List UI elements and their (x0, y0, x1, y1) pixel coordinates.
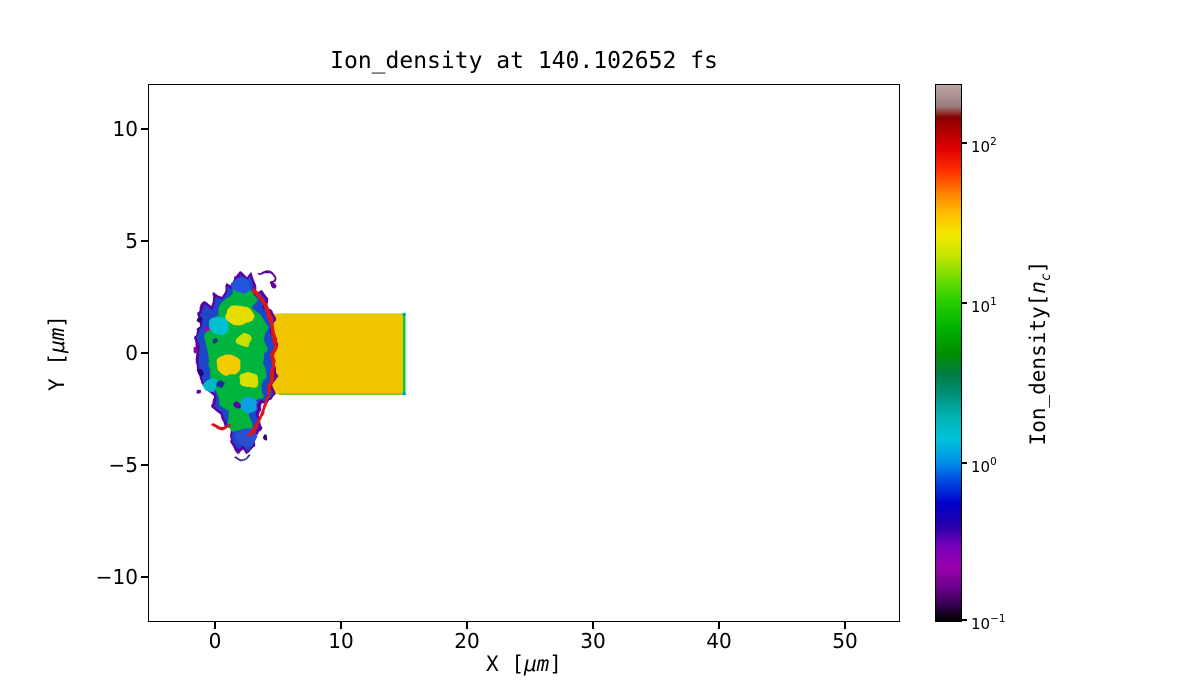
y-tick-mark (141, 240, 148, 242)
colorbar-tick-mark (962, 142, 967, 144)
plasma-yellow-pocket (217, 354, 241, 376)
x-tick-label: 0 (208, 629, 222, 653)
y-tick-label: 0 (125, 341, 138, 365)
plasma-cyan-pocket (209, 316, 229, 334)
plasma-yellow-pocket (225, 305, 253, 325)
cb-tick-exp: −1 (990, 613, 1006, 625)
colorbar-gradient (935, 84, 962, 622)
x-tick-mark (340, 622, 342, 629)
cb-tick-base: 10 (971, 458, 991, 476)
colorbar-tick-label: 102 (971, 133, 997, 156)
colorbar-tick-mark (962, 302, 967, 304)
x-axis-label: X [μm] (148, 652, 900, 676)
plasma-red-arc (248, 287, 277, 439)
x-axis-label-prefix: X [ (486, 652, 524, 676)
cb-tick-base: 10 (971, 138, 991, 156)
y-tick-mark (141, 576, 148, 578)
cb-tick-base: 10 (971, 298, 991, 316)
y-axis-label: Y [μm] (45, 315, 69, 391)
colorbar-tick-mark (962, 462, 967, 464)
heatmap-svg (193, 270, 406, 461)
y-tick-mark (141, 352, 148, 354)
plasma-yellowgreen-pocket (236, 333, 252, 347)
x-tick-mark (718, 622, 720, 629)
slab-corner-dot (402, 391, 406, 396)
y-tick-label: 10 (112, 117, 138, 141)
y-axis-unit: μm (45, 327, 69, 354)
x-tick-mark (844, 622, 846, 629)
plasma-purple-filament (258, 270, 276, 284)
plasma-cyan-pocket (240, 397, 258, 413)
colorbar-tick-label: 100 (971, 453, 997, 476)
plasma-blue-pocket (232, 277, 250, 293)
y-axis-label-suffix: ] (45, 315, 69, 328)
colorbar-tick-mark (962, 619, 967, 621)
plasma-cyan-pocket (203, 378, 219, 392)
plasma-blob-group (193, 270, 278, 461)
x-tick-mark (466, 622, 468, 629)
x-tick-label: 40 (706, 629, 732, 653)
cb-tick-exp: 0 (990, 456, 997, 468)
x-tick-mark (214, 622, 216, 629)
cb-tick-exp: 1 (990, 296, 997, 308)
cb-label-sub: c (1039, 273, 1055, 282)
cb-tick-base: 10 (971, 615, 991, 633)
plot-title: Ion_density at 140.102652 fs (330, 48, 718, 74)
y-tick-mark (141, 464, 148, 466)
y-axis-label-prefix: Y [ (45, 353, 69, 391)
y-tick-label: −10 (95, 565, 138, 589)
x-axis-label-suffix: ] (549, 652, 562, 676)
x-axis-unit: μm (523, 652, 550, 676)
y-tick-label: 5 (125, 229, 138, 253)
plasma-red-filament (210, 421, 232, 430)
cb-label-suffix: ] (1025, 260, 1050, 274)
x-tick-label: 30 (580, 629, 606, 653)
x-tick-mark (592, 622, 594, 629)
x-tick-label: 10 (328, 629, 354, 653)
cb-label-prefix: Ion_density[ (1025, 293, 1050, 446)
cb-tick-exp: 2 (990, 136, 997, 148)
y-tick-label: −5 (108, 453, 138, 477)
colorbar-label: Ion_density[nc] (1026, 261, 1054, 446)
colorbar-tick-label: 10−1 (971, 610, 1006, 633)
x-tick-label: 20 (454, 629, 480, 653)
y-tick-mark (141, 128, 148, 130)
plot-area (148, 84, 900, 622)
plasma-blue-filament (234, 455, 252, 461)
x-tick-label: 50 (832, 629, 858, 653)
plasma-yellow-pocket (239, 372, 259, 388)
slab-corner-dot (402, 312, 406, 317)
colorbar-tick-label: 101 (971, 293, 997, 316)
plasma-dark-specks (193, 282, 276, 440)
cb-label-var: n (1025, 281, 1050, 294)
